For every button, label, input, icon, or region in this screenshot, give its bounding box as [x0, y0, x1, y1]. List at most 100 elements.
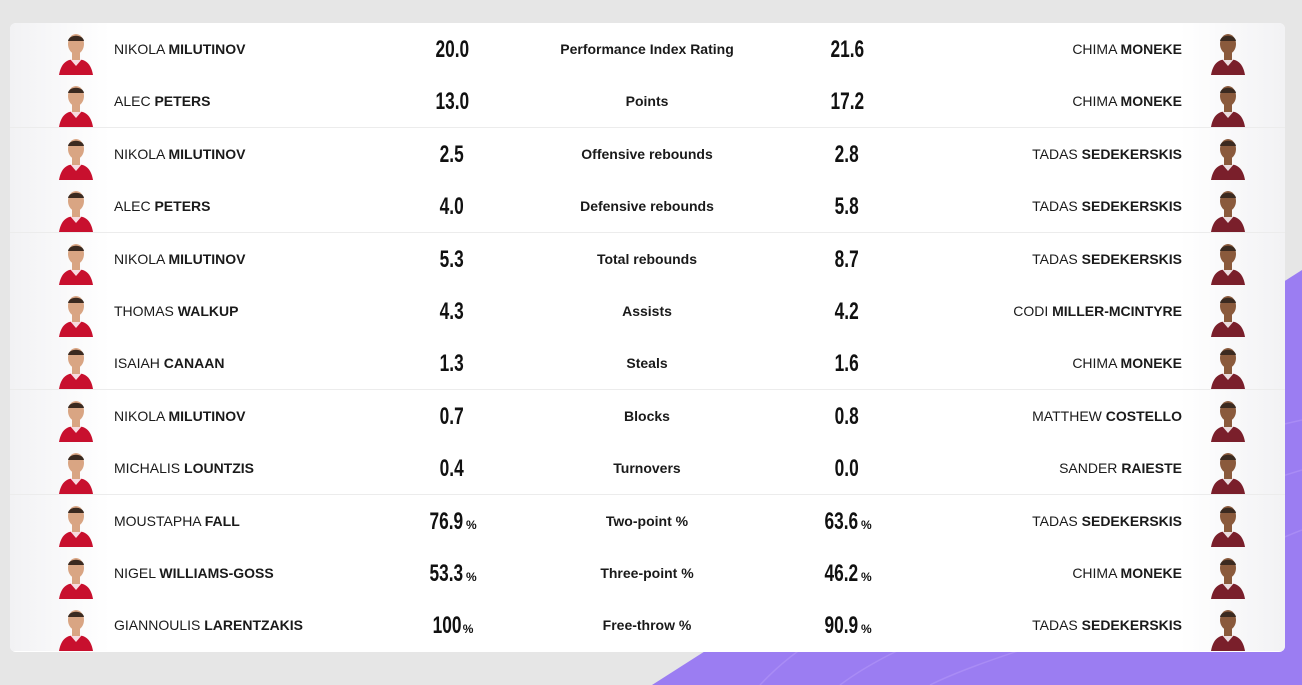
home-player-name[interactable]: GIANNOULIS LARENTZAKIS	[114, 599, 303, 651]
away-stat-value: 46.2%	[785, 547, 905, 599]
table-row: ISAIAH CANAAN 1.3 Steals 1.6 CHIMA MONEK…	[10, 337, 1285, 391]
table-row: NIKOLA MILUTINOV 0.7 Blocks 0.8 MATTHEW …	[10, 389, 1285, 443]
away-player-name[interactable]: CODI MILLER-MCINTYRE	[1013, 285, 1182, 337]
away-value-percent: %	[861, 517, 872, 532]
away-player-last-name: MONEKE	[1120, 93, 1182, 110]
away-player-avatar[interactable]	[1205, 186, 1251, 233]
home-player-first-name: NIGEL	[114, 565, 156, 581]
away-player-name[interactable]: TADAS SEDEKERSKIS	[1032, 180, 1182, 232]
away-player-last-name: SEDEKERSKIS	[1081, 250, 1182, 267]
home-stat-value: 4.3	[390, 285, 510, 337]
stat-label: Offensive rebounds	[581, 145, 713, 162]
away-player-name[interactable]: SANDER RAIESTE	[1059, 442, 1182, 494]
away-value-number: 63.6	[824, 507, 859, 535]
away-value-number: 1.6	[834, 350, 860, 378]
away-player-name[interactable]: TADAS SEDEKERSKIS	[1032, 599, 1182, 651]
home-player-first-name: NIKOLA	[114, 250, 165, 267]
home-player-avatar[interactable]	[53, 501, 99, 547]
home-player-last-name: WALKUP	[177, 303, 239, 319]
away-player-avatar[interactable]	[1205, 29, 1251, 75]
stat-label: Three-point %	[600, 565, 694, 581]
home-stat-value: 1.3	[390, 337, 510, 389]
away-player-name[interactable]: CHIMA MONEKE	[1072, 547, 1182, 599]
away-player-last-name: RAIESTE	[1121, 460, 1182, 477]
away-player-first-name: TADAS	[1032, 250, 1078, 267]
home-player-avatar[interactable]	[53, 343, 99, 390]
home-player-last-name: MILUTINOV	[168, 407, 246, 424]
away-player-name[interactable]: TADAS SEDEKERSKIS	[1032, 495, 1182, 547]
away-player-first-name: TADAS	[1032, 512, 1078, 529]
away-player-avatar[interactable]	[1205, 448, 1251, 495]
home-player-name[interactable]: ALEC PETERS	[114, 180, 210, 232]
away-value-percent: %	[861, 622, 872, 637]
home-player-name[interactable]: MOUSTAPHA FALL	[114, 495, 240, 547]
away-value-number: 21.6	[830, 36, 864, 63]
home-player-name[interactable]: NIKOLA MILUTINOV	[114, 390, 245, 442]
away-player-first-name: CHIMA	[1072, 355, 1117, 372]
table-row: NIKOLA MILUTINOV 5.3 Total rebounds 8.7 …	[10, 232, 1285, 286]
home-value-number: 100	[432, 612, 462, 640]
home-player-name[interactable]: ISAIAH CANAAN	[114, 337, 224, 389]
home-player-first-name: MOUSTAPHA	[114, 512, 201, 529]
away-stat-value: 21.6	[785, 23, 905, 75]
home-player-avatar[interactable]	[53, 239, 99, 285]
table-row: ALEC PETERS 4.0 Defensive rebounds 5.8 T…	[10, 180, 1285, 234]
home-player-avatar[interactable]	[53, 605, 99, 652]
away-player-name[interactable]: CHIMA MONEKE	[1072, 75, 1182, 127]
home-stat-value: 0.4	[390, 442, 510, 494]
away-player-avatar[interactable]	[1205, 239, 1251, 285]
away-value-number: 17.2	[830, 88, 864, 116]
away-player-avatar[interactable]	[1205, 291, 1251, 337]
home-stat-value: 5.3	[390, 233, 510, 285]
away-player-avatar[interactable]	[1205, 553, 1251, 599]
away-player-avatar[interactable]	[1205, 343, 1251, 390]
home-player-avatar[interactable]	[53, 291, 99, 337]
away-player-avatar[interactable]	[1205, 134, 1251, 180]
home-player-name[interactable]: NIKOLA MILUTINOV	[114, 233, 245, 285]
home-player-name[interactable]: NIKOLA MILUTINOV	[114, 128, 245, 180]
home-player-first-name: ALEC	[114, 198, 151, 215]
stat-label: Points	[625, 93, 669, 110]
home-value-number: 5.3	[439, 245, 465, 273]
home-player-avatar[interactable]	[53, 81, 99, 128]
home-player-avatar[interactable]	[53, 186, 99, 233]
away-player-last-name: MONEKE	[1120, 41, 1182, 57]
home-value-number: 76.9	[429, 507, 464, 535]
home-player-avatar[interactable]	[53, 29, 99, 75]
home-player-name[interactable]: ALEC PETERS	[114, 75, 210, 127]
away-player-avatar[interactable]	[1205, 605, 1251, 652]
home-player-name[interactable]: MICHALIS LOUNTZIS	[114, 442, 254, 494]
away-player-avatar[interactable]	[1205, 396, 1251, 442]
table-row: NIGEL WILLIAMS-GOSS 53.3% Three-point % …	[10, 547, 1285, 600]
home-player-avatar[interactable]	[53, 134, 99, 180]
away-stat-value: 5.8	[785, 180, 905, 232]
away-player-first-name: TADAS	[1032, 198, 1078, 215]
away-stat-value: 17.2	[785, 75, 905, 127]
home-player-avatar[interactable]	[53, 553, 99, 599]
home-stat-value: 2.5	[390, 128, 510, 180]
away-value-number: 5.8	[834, 193, 860, 221]
home-player-name[interactable]: NIKOLA MILUTINOV	[114, 23, 245, 75]
away-player-avatar[interactable]	[1205, 81, 1251, 128]
away-stat-value: 2.8	[785, 128, 905, 180]
away-player-name[interactable]: MATTHEW COSTELLO	[1032, 390, 1182, 442]
away-player-name[interactable]: TADAS SEDEKERSKIS	[1032, 233, 1182, 285]
away-value-number: 8.7	[834, 245, 860, 273]
away-player-first-name: SANDER	[1059, 460, 1118, 477]
away-player-name[interactable]: CHIMA MONEKE	[1072, 23, 1182, 75]
home-player-name[interactable]: NIGEL WILLIAMS-GOSS	[114, 547, 274, 599]
home-player-first-name: NIKOLA	[114, 145, 165, 162]
away-stat-value: 1.6	[785, 337, 905, 389]
away-player-avatar[interactable]	[1205, 501, 1251, 547]
table-row: MICHALIS LOUNTZIS 0.4 Turnovers 0.0 SAND…	[10, 442, 1285, 496]
away-player-name[interactable]: TADAS SEDEKERSKIS	[1032, 128, 1182, 180]
away-player-first-name: TADAS	[1032, 617, 1078, 634]
away-value-number: 90.9	[824, 612, 859, 640]
home-stat-value: 0.7	[390, 390, 510, 442]
away-player-name[interactable]: CHIMA MONEKE	[1072, 337, 1182, 389]
home-player-avatar[interactable]	[53, 396, 99, 442]
away-player-first-name: CODI	[1013, 303, 1049, 319]
home-player-avatar[interactable]	[53, 448, 99, 495]
away-stat-value: 4.2	[785, 285, 905, 337]
home-player-name[interactable]: THOMAS WALKUP	[114, 285, 238, 337]
